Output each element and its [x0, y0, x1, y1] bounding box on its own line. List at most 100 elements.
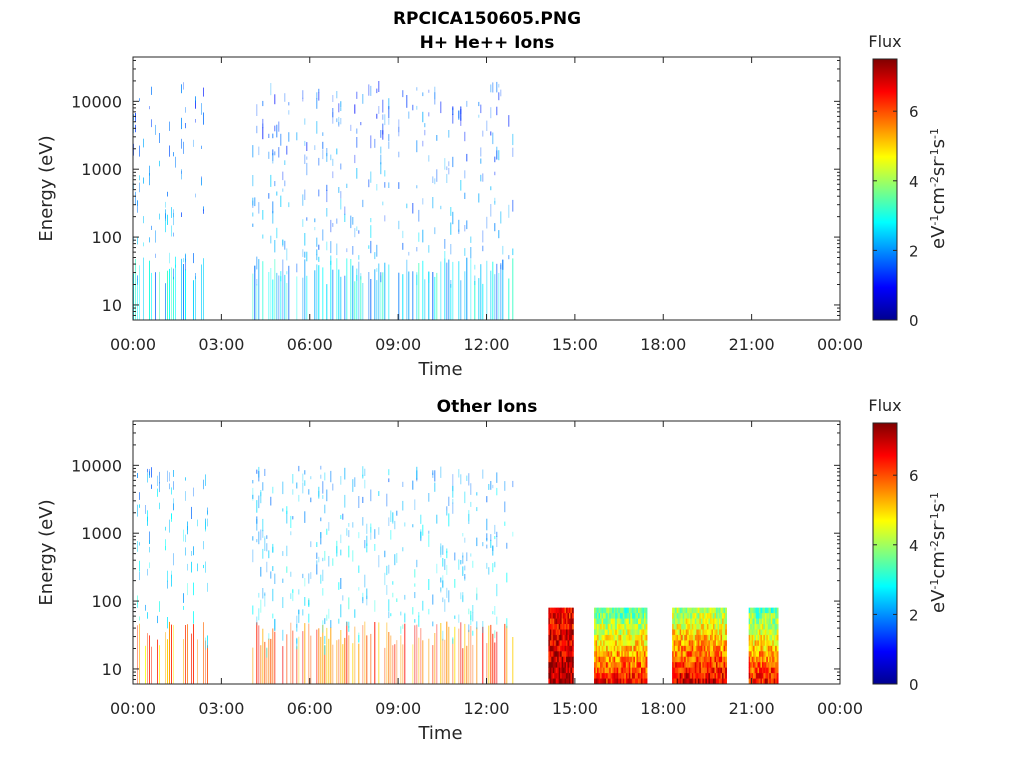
flux-streak [304, 578, 306, 587]
flux-cell [673, 673, 676, 679]
flux-streak [474, 264, 476, 270]
flux-streak [252, 175, 254, 187]
flux-cell [763, 629, 766, 636]
flux-cell [753, 645, 755, 652]
flux-cell [761, 678, 764, 685]
flux-cell [687, 629, 690, 636]
flux-streak [167, 214, 168, 225]
flux-cell [772, 667, 775, 674]
flux-cell [595, 618, 598, 625]
flux-cell [636, 613, 639, 619]
flux-cell [699, 640, 702, 647]
flux-streak [181, 138, 182, 149]
flux-streak [476, 537, 478, 547]
flux-cell [624, 678, 627, 685]
flux-streak [272, 153, 274, 164]
flux-cell [719, 667, 721, 674]
flux-streak [256, 539, 258, 543]
flux-streak [292, 489, 294, 495]
flux-cell [566, 629, 568, 636]
flux-cell [555, 651, 558, 658]
flux-streak [147, 612, 148, 619]
flux-cell [764, 624, 767, 630]
flux-cell [691, 662, 694, 669]
flux-cell [693, 629, 696, 636]
flux-streak [149, 260, 150, 320]
flux-streak [416, 274, 418, 320]
flux-streak [270, 571, 272, 579]
flux-cell [610, 656, 613, 663]
flux-streak [252, 212, 254, 217]
flux-cell [554, 629, 557, 636]
flux-cell [693, 678, 696, 685]
flux-streak [137, 473, 138, 478]
flux-streak [268, 151, 270, 159]
flux-cell [720, 678, 723, 685]
flux-cell [690, 656, 693, 663]
flux-cell [693, 607, 696, 614]
flux-cell [554, 607, 557, 614]
flux-cell [709, 629, 712, 636]
flux-streak [496, 263, 498, 320]
flux-cell [571, 624, 574, 630]
flux-cell [723, 640, 726, 647]
flux-streak [404, 623, 406, 684]
flux-cell [570, 667, 573, 674]
flux-streak [332, 269, 334, 320]
flux-cell [604, 645, 607, 652]
flux-cell [552, 607, 555, 614]
flux-cell [682, 624, 685, 630]
flux-cell [676, 673, 679, 679]
flux-streak [252, 494, 254, 499]
flux-cell [684, 651, 687, 658]
panel2-title: Other Ions [437, 397, 538, 417]
flux-cell [627, 673, 630, 679]
flux-cell [688, 656, 691, 663]
flux-streak [446, 262, 448, 320]
flux-streak [270, 496, 272, 506]
flux-streak [346, 258, 348, 320]
flux-streak [468, 513, 470, 524]
flux-cell [775, 640, 778, 647]
flux-streak [396, 640, 398, 684]
flux-cell [687, 634, 690, 641]
flux-cell [637, 629, 640, 636]
flux-cell [679, 618, 682, 625]
flux-streak [167, 617, 168, 629]
flux-cell [557, 673, 560, 679]
flux-cell [598, 607, 601, 614]
flux-cell [767, 667, 770, 674]
flux-cell [679, 662, 682, 669]
flux-cell [758, 624, 761, 630]
flux-streak [278, 147, 280, 158]
flux-cell [622, 607, 625, 614]
flux-cell [694, 678, 697, 685]
flux-cell [609, 618, 612, 625]
flux-streak [464, 565, 466, 571]
flux-cell [672, 645, 674, 652]
flux-cell [763, 678, 766, 685]
panel-other-ions: 00:00 03:00 06:00 09:00 12:00 15:00 18:00 21:00… [36, 396, 949, 744]
flux-cell [557, 640, 560, 647]
flux-streak [472, 605, 474, 613]
flux-cell [616, 678, 619, 685]
flux-cell [564, 624, 567, 630]
flux-streak [444, 258, 446, 320]
flux-cell [603, 673, 606, 679]
flux-streak [408, 251, 410, 256]
flux-cell [753, 656, 755, 663]
flux-streak [308, 613, 310, 623]
flux-cell [696, 618, 699, 625]
flux-cell [709, 651, 712, 658]
flux-cell [766, 624, 769, 630]
flux-cell [763, 640, 766, 647]
flux-cell [601, 618, 604, 625]
flux-cell [570, 678, 573, 685]
flux-streak [494, 630, 496, 639]
flux-streak [508, 204, 510, 218]
flux-cell [708, 645, 711, 652]
flux-cell [761, 624, 764, 630]
flux-cell [776, 651, 779, 658]
flux-cell [637, 634, 640, 641]
flux-streak [306, 251, 308, 262]
